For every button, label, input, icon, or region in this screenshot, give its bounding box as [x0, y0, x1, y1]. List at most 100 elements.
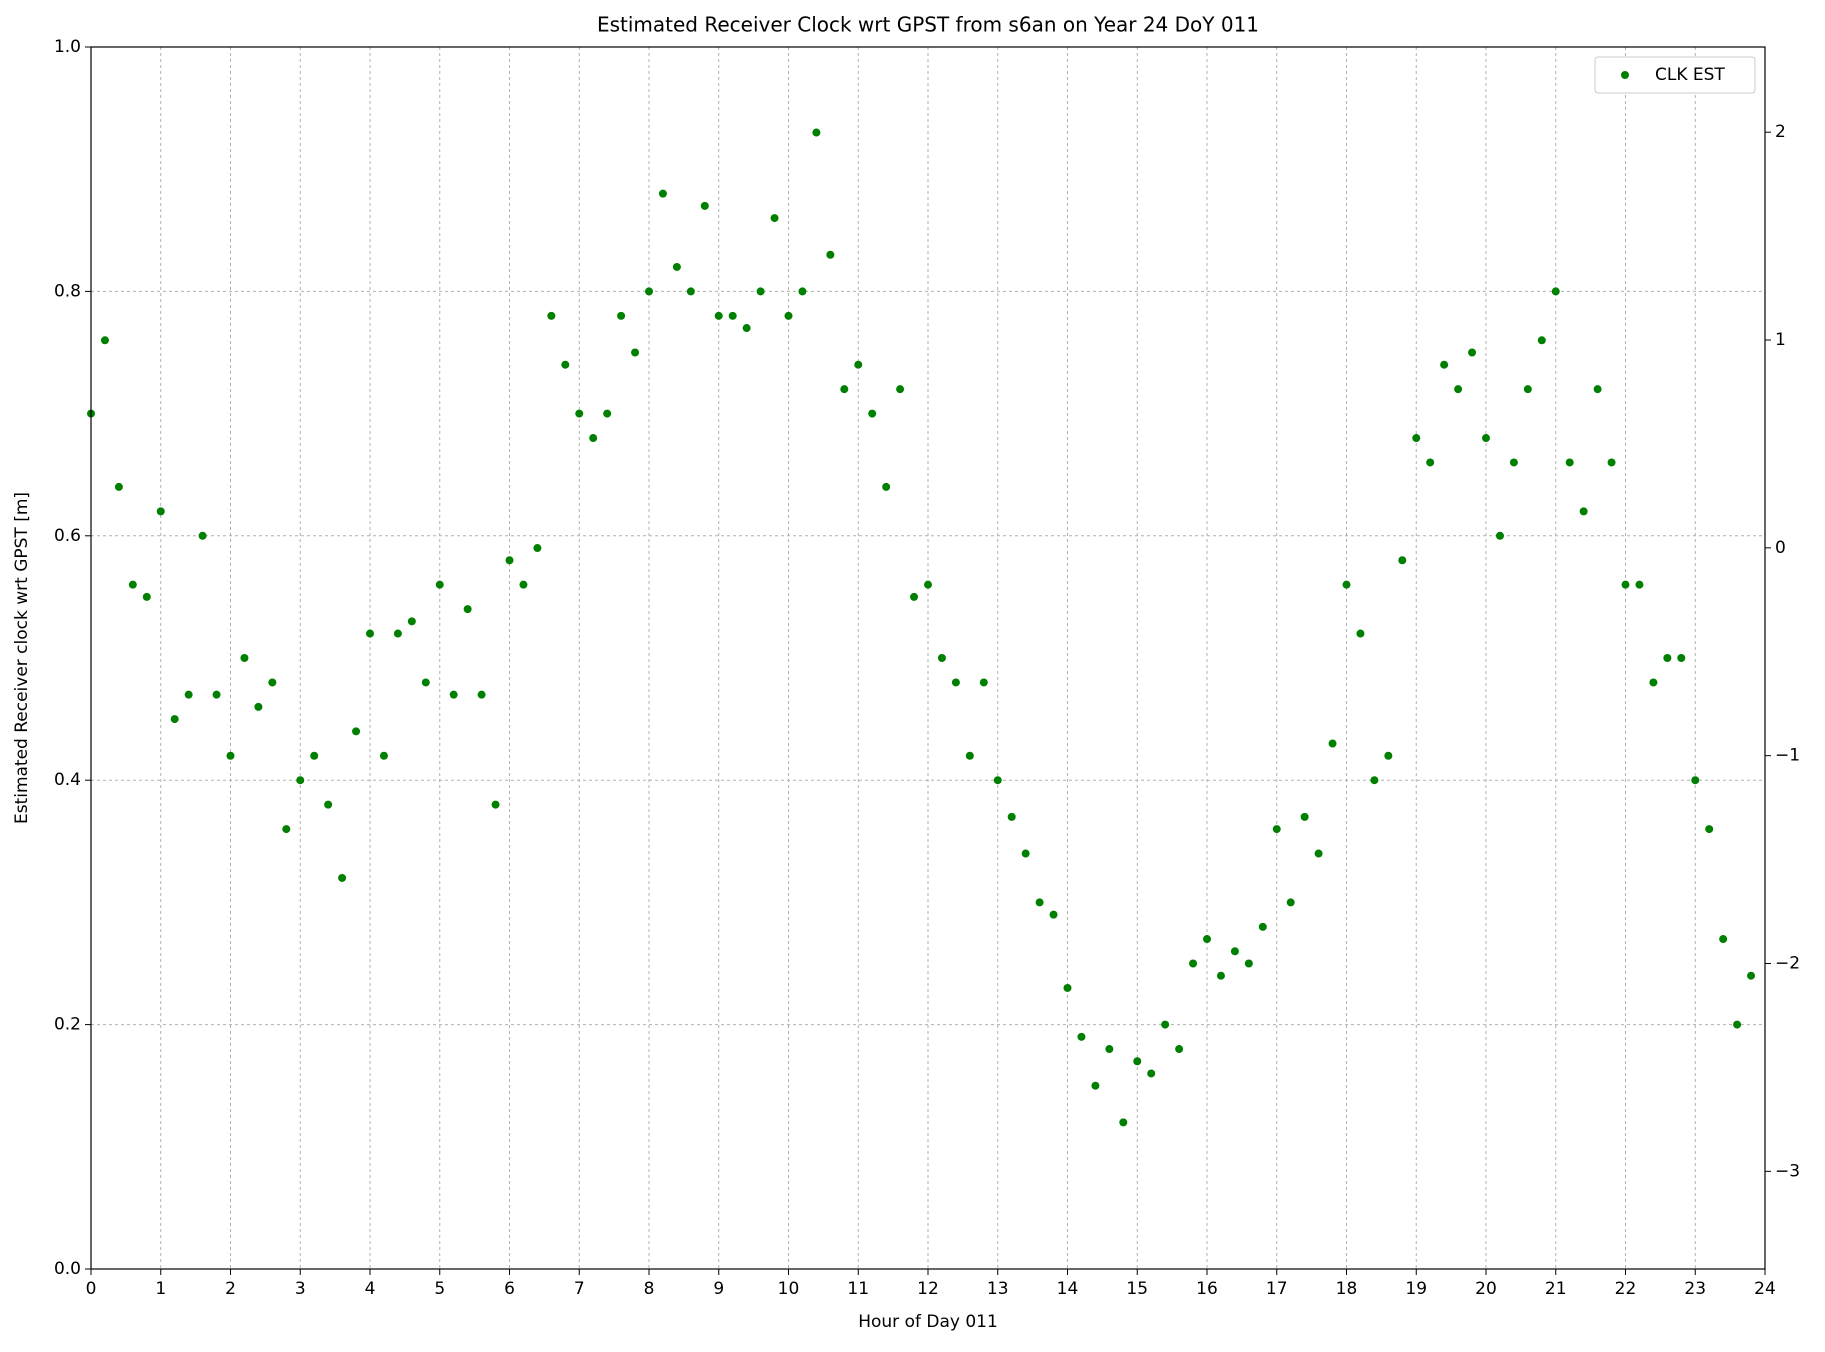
x-tick-label: 22	[1615, 1279, 1637, 1299]
point	[1384, 751, 1393, 760]
point	[979, 678, 988, 687]
point	[910, 592, 919, 601]
point	[686, 287, 695, 296]
point	[142, 592, 151, 601]
point	[1440, 360, 1449, 369]
point	[1635, 580, 1644, 589]
point	[924, 580, 932, 589]
point	[156, 507, 165, 516]
x-tick-label: 13	[987, 1279, 1009, 1299]
point	[1454, 385, 1463, 394]
y-tick-label: 0.0	[54, 1259, 81, 1279]
legend-marker	[1621, 71, 1629, 79]
point	[882, 482, 891, 491]
point	[1537, 336, 1546, 345]
x-tick-label: 8	[644, 1279, 655, 1299]
point	[1175, 1045, 1184, 1054]
point	[840, 385, 849, 394]
legend-box	[1594, 56, 1756, 94]
point	[268, 678, 277, 687]
x-tick-label: 15	[1126, 1279, 1148, 1299]
point	[854, 360, 863, 369]
point	[1565, 458, 1574, 467]
point	[1719, 935, 1728, 944]
point	[645, 287, 653, 296]
point	[254, 702, 263, 711]
point	[742, 324, 751, 333]
point	[868, 409, 877, 418]
point	[1258, 922, 1267, 931]
point	[951, 678, 960, 687]
x-axis-label: Hour of Day 011	[858, 1312, 998, 1332]
point	[1509, 458, 1518, 467]
point	[379, 751, 388, 760]
point	[603, 409, 612, 418]
point	[1286, 898, 1295, 907]
x-tick-label: 24	[1754, 1279, 1776, 1299]
y2-tick-label: 0	[1775, 538, 1786, 558]
point	[1328, 739, 1337, 748]
x-tick-label: 18	[1336, 1279, 1358, 1299]
point	[407, 617, 416, 626]
x-tick-label: 16	[1196, 1279, 1218, 1299]
point	[198, 531, 207, 540]
point	[617, 311, 626, 320]
point	[965, 751, 974, 760]
y-axis-label: Estimated Receiver clock wrt GPST [m]	[12, 492, 32, 824]
x-tick-label: 3	[295, 1279, 306, 1299]
point	[477, 690, 486, 699]
point	[505, 556, 514, 565]
x-tick-label: 11	[847, 1279, 869, 1299]
point	[240, 654, 249, 662]
plot-frame	[90, 46, 1766, 1270]
y2-tick-label: −3	[1775, 1161, 1800, 1181]
point	[1203, 935, 1211, 944]
point	[1412, 434, 1421, 443]
point	[1621, 580, 1630, 589]
x-tick-label: 7	[574, 1279, 585, 1299]
point	[1007, 812, 1016, 821]
point	[812, 128, 821, 137]
point	[324, 800, 333, 809]
point	[1663, 654, 1672, 662]
x-tick-label: 4	[365, 1279, 376, 1299]
y2-tick-label: 2	[1775, 122, 1786, 142]
point	[1426, 458, 1435, 467]
point	[114, 482, 123, 491]
y-tick-label: 0.8	[54, 281, 81, 301]
point	[658, 189, 667, 198]
point	[338, 873, 347, 882]
point	[1300, 812, 1309, 821]
point	[1342, 580, 1351, 589]
y2-tick-label: −1	[1775, 746, 1800, 766]
point	[728, 311, 737, 320]
point	[435, 580, 444, 589]
point	[1705, 825, 1714, 834]
point	[547, 311, 556, 320]
point	[421, 678, 430, 687]
point	[1161, 1020, 1170, 1029]
x-tick-label: 20	[1475, 1279, 1497, 1299]
y-tick-label: 0.4	[54, 770, 81, 790]
point	[1495, 531, 1504, 540]
y-tick-label: 0.6	[54, 526, 81, 546]
point	[310, 751, 319, 760]
point	[1691, 776, 1700, 785]
point	[212, 690, 221, 699]
point	[896, 385, 905, 394]
x-tick-label: 21	[1545, 1279, 1567, 1299]
x-tick-label: 0	[86, 1279, 97, 1299]
point	[1272, 825, 1281, 834]
point	[491, 800, 500, 809]
chart-title: Estimated Receiver Clock wrt GPST from s…	[597, 13, 1259, 37]
point	[1230, 947, 1239, 956]
point	[1216, 971, 1225, 980]
point	[1482, 434, 1490, 443]
point	[170, 715, 179, 724]
point	[700, 201, 709, 210]
point	[1077, 1032, 1086, 1041]
point	[184, 690, 193, 699]
point	[519, 580, 528, 589]
y-tick-label: 0.2	[54, 1015, 81, 1035]
